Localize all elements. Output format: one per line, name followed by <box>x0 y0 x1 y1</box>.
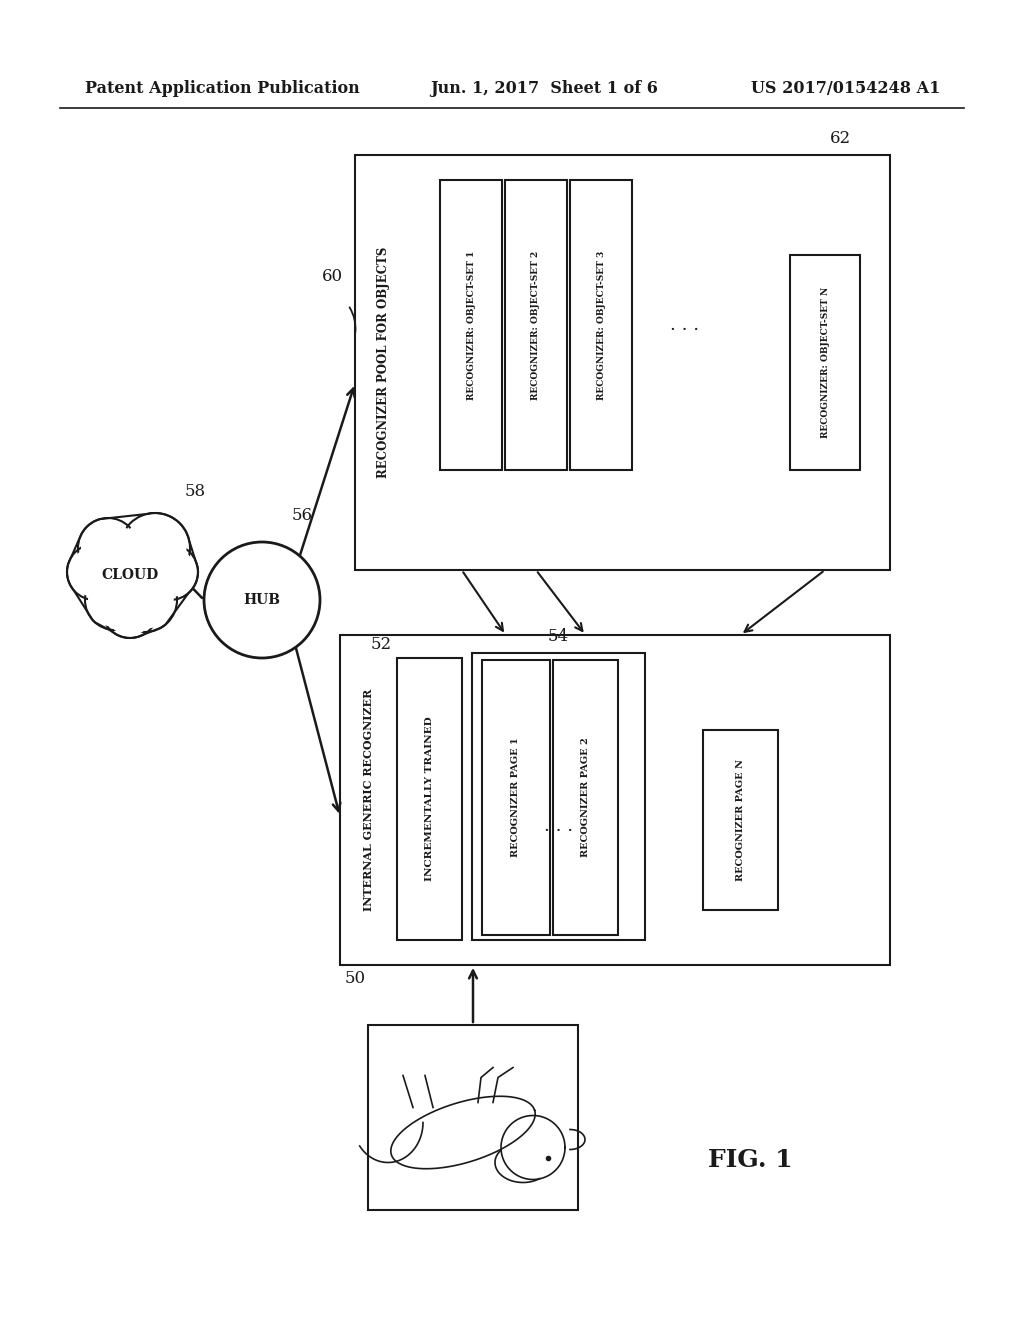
Circle shape <box>116 572 174 628</box>
Circle shape <box>204 543 319 657</box>
Circle shape <box>85 570 145 630</box>
Bar <box>505 180 567 470</box>
Text: 58: 58 <box>185 483 206 500</box>
Bar <box>340 635 890 965</box>
Circle shape <box>92 537 168 612</box>
Text: RECOGNIZER PAGE N: RECOGNIZER PAGE N <box>736 759 745 880</box>
Text: RECOGNIZER PAGE 1: RECOGNIZER PAGE 1 <box>512 737 520 857</box>
Bar <box>368 1026 578 1210</box>
Text: 56: 56 <box>292 507 313 524</box>
Circle shape <box>142 544 198 601</box>
Text: INTERNAL GENERIC RECOGNIZER: INTERNAL GENERIC RECOGNIZER <box>362 689 374 911</box>
Bar <box>703 730 778 909</box>
Bar <box>482 660 550 935</box>
Text: RECOGNIZER POOL FOR OBJECTS: RECOGNIZER POOL FOR OBJECTS <box>377 247 389 478</box>
Circle shape <box>104 585 156 635</box>
Text: HUB: HUB <box>244 593 281 607</box>
Circle shape <box>70 546 120 597</box>
Text: RECOGNIZER PAGE 2: RECOGNIZER PAGE 2 <box>581 737 590 857</box>
Bar <box>570 180 632 470</box>
Text: RECOGNIZER: OBJECT-SET N: RECOGNIZER: OBJECT-SET N <box>820 286 829 438</box>
Bar <box>440 180 502 470</box>
Bar <box>472 653 645 940</box>
Text: 60: 60 <box>322 268 343 285</box>
Text: US 2017/0154248 A1: US 2017/0154248 A1 <box>751 81 940 96</box>
Circle shape <box>124 516 186 579</box>
Text: 52: 52 <box>371 636 392 653</box>
Text: . . .: . . . <box>671 315 699 334</box>
Circle shape <box>113 568 177 632</box>
Text: INCREMENTALLY TRAINED: INCREMENTALLY TRAINED <box>425 717 434 882</box>
Circle shape <box>120 513 190 583</box>
Text: RECOGNIZER: OBJECT-SET 2: RECOGNIZER: OBJECT-SET 2 <box>531 251 541 400</box>
Text: 54: 54 <box>548 628 569 645</box>
Circle shape <box>78 517 138 578</box>
Circle shape <box>81 521 135 576</box>
Bar <box>397 657 462 940</box>
Circle shape <box>102 582 158 638</box>
Text: FIG. 1: FIG. 1 <box>708 1148 793 1172</box>
Bar <box>790 255 860 470</box>
Text: RECOGNIZER: OBJECT-SET 1: RECOGNIZER: OBJECT-SET 1 <box>467 251 475 400</box>
Circle shape <box>88 533 172 616</box>
Text: Patent Application Publication: Patent Application Publication <box>85 81 359 96</box>
Circle shape <box>67 544 123 601</box>
Text: Jun. 1, 2017  Sheet 1 of 6: Jun. 1, 2017 Sheet 1 of 6 <box>430 81 657 96</box>
Bar <box>553 660 618 935</box>
Text: 62: 62 <box>829 129 851 147</box>
Text: RECOGNIZER: OBJECT-SET 3: RECOGNIZER: OBJECT-SET 3 <box>597 251 605 400</box>
Text: . . .: . . . <box>544 817 573 836</box>
Bar <box>355 154 890 570</box>
Text: CLOUD: CLOUD <box>101 568 159 582</box>
Circle shape <box>144 546 196 597</box>
Text: 50: 50 <box>345 970 367 987</box>
Circle shape <box>88 573 142 627</box>
